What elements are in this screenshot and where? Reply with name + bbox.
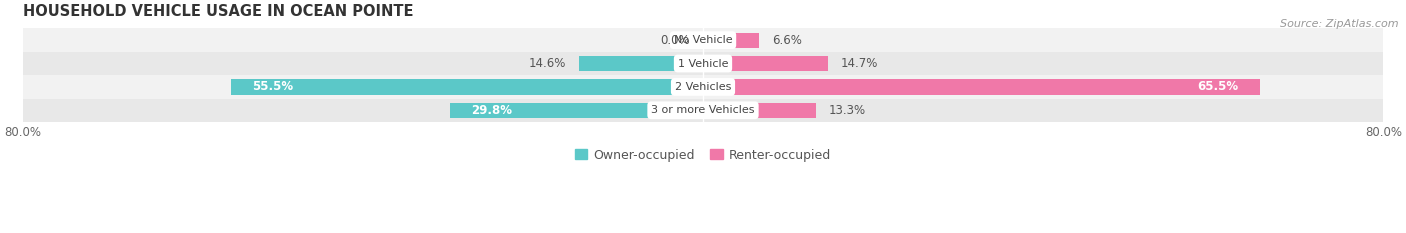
Bar bbox=[703, 56, 828, 71]
Text: 14.7%: 14.7% bbox=[841, 57, 879, 70]
Bar bbox=[22, 75, 1384, 99]
Bar bbox=[22, 52, 1384, 75]
Legend: Owner-occupied, Renter-occupied: Owner-occupied, Renter-occupied bbox=[569, 144, 837, 167]
Text: 55.5%: 55.5% bbox=[252, 80, 294, 93]
Text: 2 Vehicles: 2 Vehicles bbox=[675, 82, 731, 92]
Text: No Vehicle: No Vehicle bbox=[673, 35, 733, 45]
Bar bbox=[22, 28, 1384, 52]
Text: 14.6%: 14.6% bbox=[529, 57, 567, 70]
Text: 65.5%: 65.5% bbox=[1198, 80, 1239, 93]
Bar bbox=[579, 56, 703, 71]
Text: 1 Vehicle: 1 Vehicle bbox=[678, 58, 728, 69]
Text: HOUSEHOLD VEHICLE USAGE IN OCEAN POINTE: HOUSEHOLD VEHICLE USAGE IN OCEAN POINTE bbox=[22, 4, 413, 19]
Text: 0.0%: 0.0% bbox=[661, 34, 690, 47]
Bar bbox=[703, 103, 815, 118]
Text: 13.3%: 13.3% bbox=[830, 104, 866, 117]
Text: 6.6%: 6.6% bbox=[772, 34, 801, 47]
Bar bbox=[450, 103, 703, 118]
Bar bbox=[231, 79, 703, 95]
Bar bbox=[703, 79, 1260, 95]
Text: Source: ZipAtlas.com: Source: ZipAtlas.com bbox=[1281, 19, 1399, 29]
Bar bbox=[703, 33, 759, 48]
Bar bbox=[22, 99, 1384, 122]
Text: 3 or more Vehicles: 3 or more Vehicles bbox=[651, 105, 755, 115]
Text: 29.8%: 29.8% bbox=[471, 104, 512, 117]
